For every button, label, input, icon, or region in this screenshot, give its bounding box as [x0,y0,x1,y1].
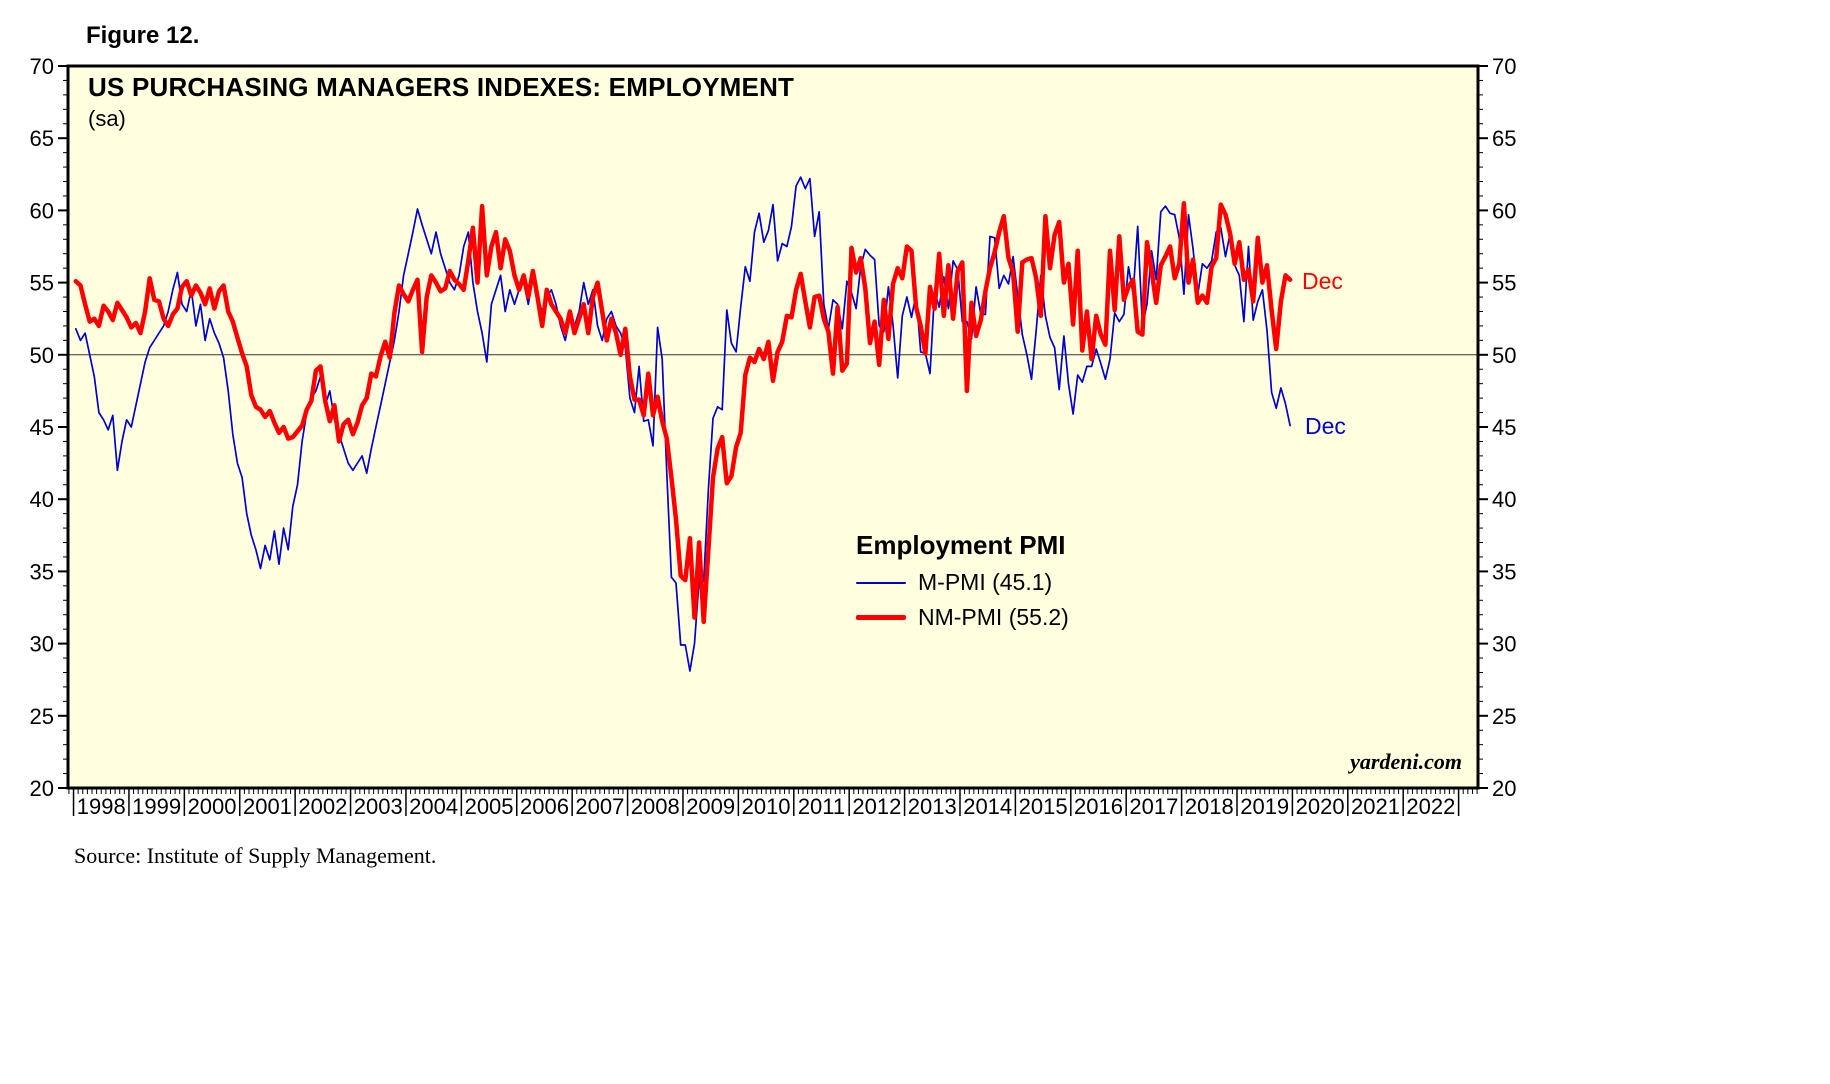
mpmi-line-swatch [856,581,906,584]
y-tick-label-left: 70 [30,54,54,79]
mpmi-last-point-label: Dec [1305,413,1346,439]
x-tick-label-2012: 2012 [852,794,901,819]
x-tick-label-2015: 2015 [1019,794,1068,819]
x-tick-label-1998: 1998 [77,794,126,819]
y-tick-label-right: 35 [1492,559,1516,584]
legend-item-mpmi: M-PMI (45.1) [856,569,1069,596]
y-tick-label-right: 25 [1492,704,1516,729]
nmpmi-last-point-label: Dec [1302,268,1343,294]
x-tick-label-2018: 2018 [1185,794,1234,819]
x-tick-label-2001: 2001 [243,794,292,819]
x-tick-label-2009: 2009 [686,794,735,819]
nm-pmi-line [73,200,1293,625]
plot-area [68,66,1478,788]
y-tick-label-right: 30 [1492,632,1516,657]
y-tick-label-left: 20 [30,776,54,801]
y-tick-label-left: 45 [30,415,54,440]
y-tick-label-left: 55 [30,271,54,296]
nmpmi-line-swatch [856,615,906,620]
y-tick-label-right: 50 [1492,343,1516,368]
y-tick-label-left: 30 [30,632,54,657]
y-tick-label-left: 65 [30,126,54,151]
y-axis-ticks: 20 20 25 25 30 30 35 35 40 40 45 45 50 50 55 55 60 60 65 65… [30,54,1517,801]
source-note: Source: Institute of Supply Management. [74,843,437,868]
x-tick-label-2002: 2002 [298,794,347,819]
y-tick-label-left: 60 [30,198,54,223]
x-tick-label-1999: 1999 [132,794,181,819]
x-tick-label-2022: 2022 [1406,794,1455,819]
x-tick-label-2008: 2008 [631,794,680,819]
y-tick-label-left: 40 [30,487,54,512]
x-tick-label-2017: 2017 [1129,794,1178,819]
y-tick-label-right: 55 [1492,271,1516,296]
x-tick-label-2010: 2010 [742,794,791,819]
x-tick-label-2021: 2021 [1351,794,1400,819]
x-tick-label-2020: 2020 [1296,794,1345,819]
x-tick-label-2019: 2019 [1240,794,1289,819]
x-tick-label-2013: 2013 [908,794,957,819]
legend-label-mpmi: M-PMI (45.1) [918,569,1053,595]
figure-label: Figure 12. [86,22,200,49]
x-tick-label-2006: 2006 [520,794,569,819]
plot-frame [66,64,1480,790]
x-tick-label-2004: 2004 [409,794,458,819]
x-tick-label-2005: 2005 [465,794,514,819]
x-tick-label-2003: 2003 [354,794,403,819]
y-tick-label-right: 70 [1492,54,1516,79]
x-axis-ticks: 1998 1999 2000 2001 2002 2003 2004 2005 2006 2007… [68,788,1478,819]
x-tick-label-2014: 2014 [963,794,1012,819]
chart-title: US PURCHASING MANAGERS INDEXES: EMPLOYME… [88,72,795,102]
y-tick-label-right: 60 [1492,198,1516,223]
y-tick-label-right: 40 [1492,487,1516,512]
y-tick-label-left: 50 [30,343,54,368]
y-tick-label-right: 65 [1492,126,1516,151]
x-tick-label-2016: 2016 [1074,794,1123,819]
y-tick-label-right: 45 [1492,415,1516,440]
x-tick-label-2007: 2007 [575,794,624,819]
legend-title: Employment PMI [856,530,1066,560]
x-tick-label-2000: 2000 [188,794,237,819]
m-pmi-line [74,176,1291,672]
x-tick-label-2011: 2011 [798,794,845,819]
y-tick-label-right: 20 [1492,776,1516,801]
legend: Employment PMI M-PMI (45.1) NM-PMI (55.2… [856,530,1069,631]
chart-subtitle: (sa) [88,106,126,131]
y-tick-label-left: 35 [30,559,54,584]
y-tick-label-left: 25 [30,704,54,729]
yardeni-watermark: yardeni.com [1350,749,1462,774]
legend-label-nmpmi: NM-PMI (55.2) [918,604,1069,630]
legend-item-nmpmi: NM-PMI (55.2) [856,604,1069,631]
